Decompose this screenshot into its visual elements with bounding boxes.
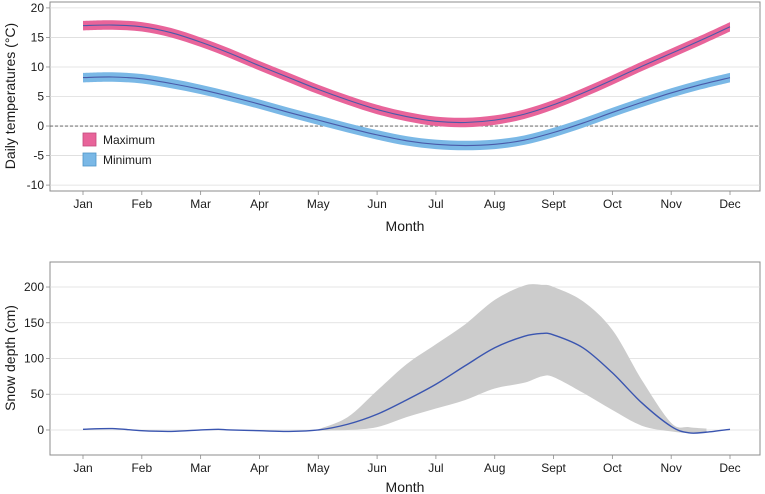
temperature-legend: Maximum Minimum bbox=[82, 132, 155, 167]
x-tick-label: Jun bbox=[367, 461, 386, 475]
x-tick-label: Jan bbox=[73, 197, 92, 211]
series-band-minimum bbox=[83, 72, 730, 151]
y-tick-label: 0 bbox=[37, 119, 44, 133]
x-tick-label: Jun bbox=[367, 197, 386, 211]
legend-swatch-maximum bbox=[82, 132, 97, 147]
series-line-minimum bbox=[82, 76, 731, 147]
x-tick-label: Sept bbox=[541, 197, 566, 211]
x-tick-label: Dec bbox=[719, 461, 740, 475]
y-tick-label: -10 bbox=[27, 178, 45, 192]
x-tick-label: Oct bbox=[603, 197, 622, 211]
x-tick-label: Aug bbox=[484, 461, 505, 475]
snow-depth-mean-line bbox=[82, 332, 731, 434]
y-tick-label: 200 bbox=[24, 280, 44, 294]
series-line-maximum bbox=[82, 24, 731, 124]
snow-y-tick-labels: 0 50 100 150 200 bbox=[24, 280, 50, 437]
temperature-y-axis-title: Daily temperatures (°C) bbox=[2, 23, 18, 169]
y-tick-label: 20 bbox=[31, 1, 45, 15]
snow-x-axis-title: Month bbox=[386, 479, 425, 494]
x-tick-label: Jan bbox=[73, 461, 92, 475]
y-tick-label: 15 bbox=[31, 30, 45, 44]
x-tick-label: Jul bbox=[428, 461, 443, 475]
x-tick-label: Dec bbox=[719, 197, 740, 211]
temperature-gridlines bbox=[50, 7, 760, 186]
x-tick-label: Mar bbox=[190, 461, 211, 475]
x-tick-label: Sept bbox=[541, 461, 566, 475]
temperature-series bbox=[82, 20, 731, 151]
x-tick-label: May bbox=[307, 461, 330, 475]
temperature-panel: -10 -5 0 5 10 15 20 Jan Feb Mar Apr May Jun Jul Aug Se… bbox=[2, 1, 761, 234]
x-tick-label: May bbox=[307, 197, 330, 211]
y-tick-label: 50 bbox=[31, 387, 45, 401]
y-tick-label: 100 bbox=[24, 352, 44, 366]
x-tick-label: Nov bbox=[661, 461, 682, 475]
x-tick-label: Aug bbox=[484, 197, 505, 211]
snow-depth-panel: 0 50 100 150 200 Jan Feb Mar Apr May Jun Jul Aug Sep… bbox=[2, 261, 761, 494]
x-tick-label: Apr bbox=[250, 197, 269, 211]
x-tick-label: Nov bbox=[661, 197, 682, 211]
x-tick-label: Apr bbox=[250, 461, 269, 475]
x-tick-label: Feb bbox=[131, 197, 152, 211]
snow-y-axis-title: Snow depth (cm) bbox=[2, 305, 18, 411]
temperature-x-tick-labels: Jan Feb Mar Apr May Jun Jul Aug Sept Oct Nov Dec bbox=[73, 191, 741, 211]
temperature-y-tick-labels: -10 -5 0 5 10 15 20 bbox=[27, 1, 50, 192]
legend-swatch-minimum bbox=[82, 152, 97, 167]
y-tick-label: -5 bbox=[33, 149, 44, 163]
x-tick-label: Feb bbox=[131, 461, 152, 475]
legend-label-minimum: Minimum bbox=[103, 153, 152, 167]
x-tick-label: Mar bbox=[190, 197, 211, 211]
y-tick-label: 150 bbox=[24, 316, 44, 330]
y-tick-label: 5 bbox=[37, 90, 44, 104]
snow-x-tick-labels: Jan Feb Mar Apr May Jun Jul Aug Sept Oct Nov Dec bbox=[73, 455, 741, 475]
legend-label-maximum: Maximum bbox=[103, 133, 155, 147]
temperature-x-axis-title: Month bbox=[386, 218, 425, 234]
x-tick-label: Oct bbox=[603, 461, 622, 475]
series-band-maximum bbox=[83, 20, 730, 128]
y-tick-label: 10 bbox=[31, 60, 45, 74]
y-tick-label: 0 bbox=[37, 423, 44, 437]
x-tick-label: Jul bbox=[428, 197, 443, 211]
